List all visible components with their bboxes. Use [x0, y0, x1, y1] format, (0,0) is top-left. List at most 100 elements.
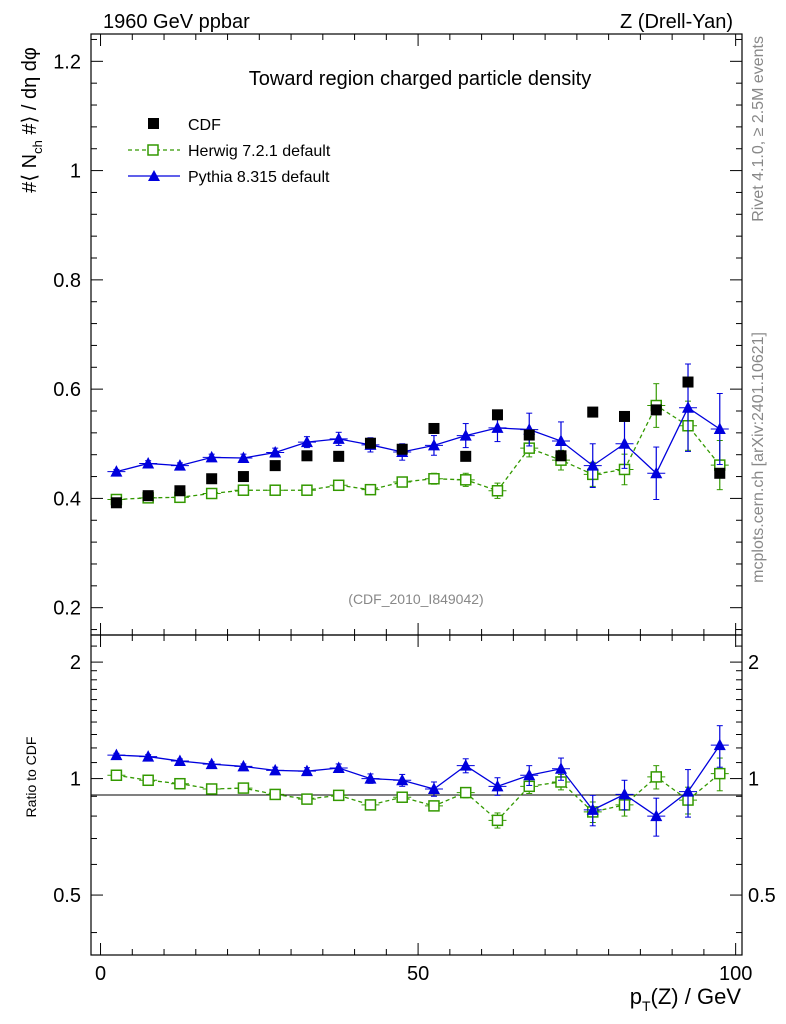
x-tick-label: 100 — [719, 963, 752, 985]
analysis-label: (CDF_2010_I849042) — [348, 591, 483, 607]
ratio-y-tick-label-right: 0.5 — [748, 885, 776, 907]
legend-label-pythia: Pythia 8.315 default — [188, 169, 330, 186]
cdf-main-point — [682, 376, 694, 388]
herwig-main-point — [205, 487, 218, 500]
pythia-ratio-point — [523, 768, 536, 781]
pythia-main-point — [554, 434, 567, 447]
herwig-ratio-point — [650, 771, 663, 783]
main-y-tick-label: 0.2 — [53, 598, 81, 620]
cdf-main-point — [364, 437, 376, 449]
legend-marker-cdf — [148, 118, 159, 129]
pythia-main-point — [427, 438, 440, 451]
herwig-main-point — [364, 483, 377, 496]
main-y-tick-label: 0.8 — [53, 270, 81, 292]
pythia-ratio-point — [459, 759, 472, 771]
pythia-ratio-point — [205, 757, 218, 770]
herwig-ratio-point — [459, 786, 472, 799]
pythia-ratio-point — [332, 761, 345, 773]
process-label: Z (Drell-Yan) — [620, 11, 733, 33]
pythia-main-point — [650, 466, 663, 479]
pythia-main-point — [142, 456, 155, 469]
cdf-main-point — [110, 497, 122, 509]
herwig-main-point — [428, 472, 440, 485]
herwig-ratio-point — [269, 788, 281, 801]
cdf-main-point — [142, 490, 154, 502]
herwig-main-point — [237, 484, 250, 496]
chart-title: Toward region charged particle density — [249, 68, 591, 90]
x-tick-label: 50 — [407, 963, 429, 985]
pythia-main-point — [237, 451, 250, 463]
ratio-y-tick-label: 1 — [70, 769, 81, 791]
cdf-main-point — [587, 406, 599, 418]
svg-text:#⟨ Nch #⟩ / dη dφ: #⟨ Nch #⟩ / dη dφ — [19, 47, 45, 193]
ratio-y-tick-label: 0.5 — [53, 885, 81, 907]
pythia-main-point — [713, 422, 726, 435]
pythia-ratio-point — [110, 748, 123, 761]
legend-marker-herwig — [147, 144, 159, 156]
mcplots-reference-note: mcplots.cern.ch [arXiv:2401.10621] — [750, 332, 767, 583]
legend-marker-pythia — [148, 170, 160, 181]
pythia-main-point — [618, 437, 631, 449]
pythia-ratio-point — [142, 750, 155, 762]
herwig-ratio-point — [110, 769, 123, 782]
herwig-main-point — [491, 485, 504, 497]
ratio-y-tick-label-right: 2 — [748, 652, 759, 674]
pythia-ratio-point — [491, 779, 504, 792]
pythia-main-point — [205, 450, 218, 463]
cdf-main-point — [491, 409, 503, 421]
pythia-ratio-point — [173, 754, 186, 767]
energy-label: 1960 GeV ppbar — [103, 11, 250, 33]
cdf-main-point — [269, 460, 281, 472]
herwig-main-point — [301, 484, 313, 496]
herwig-ratio-point — [237, 782, 250, 794]
herwig-ratio-point — [396, 791, 408, 803]
herwig-ratio-point — [174, 777, 186, 790]
pythia-ratio-point — [237, 759, 250, 772]
main-y-tick-label: 0.4 — [53, 488, 81, 510]
main-y-tick-label: 1.2 — [53, 51, 81, 73]
pythia-ratio-point — [269, 763, 282, 776]
herwig-main-point — [396, 476, 408, 488]
ratio-y-tick-label: 2 — [70, 652, 81, 674]
pythia-main-point — [459, 429, 472, 441]
ratio-y-axis-label: Ratio to CDF — [23, 737, 39, 818]
pythia-main-point — [491, 421, 504, 433]
herwig-ratio-point — [301, 793, 313, 805]
herwig-ratio-point — [714, 767, 726, 780]
main-y-tick-label: 1 — [70, 161, 81, 183]
pythia-ratio-point — [427, 782, 440, 794]
pythia-ratio-point — [396, 773, 409, 786]
cdf-main-point — [619, 410, 631, 422]
pythia-ratio-point — [300, 764, 313, 777]
pythia-main-point — [173, 459, 186, 471]
pythia-main-point — [300, 435, 313, 448]
herwig-main-point — [459, 474, 472, 486]
herwig-ratio-point — [332, 789, 345, 802]
rivet-version-note: Rivet 4.1.0, ≥ 2.5M events — [750, 36, 767, 222]
pythia-ratio-point — [650, 809, 663, 822]
cdf-main-point — [428, 422, 440, 434]
ratio-y-tick-label-right: 1 — [748, 769, 759, 791]
herwig-ratio-point — [142, 774, 154, 787]
pythia-ratio-point — [554, 762, 567, 774]
legend-label-cdf: CDF — [188, 117, 221, 134]
main-y-axis-label: #⟨ Nch #⟩ / dη dφ — [19, 47, 45, 193]
cdf-main-point — [460, 450, 472, 462]
herwig-ratio-point — [428, 800, 440, 812]
x-axis-label: pT(Z) / GeV — [630, 984, 742, 1014]
pythia-main-point — [269, 446, 282, 458]
herwig-main-point — [269, 484, 281, 496]
cdf-main-point — [333, 450, 345, 462]
herwig-ratio-point — [205, 783, 218, 795]
pythia-ratio-point — [586, 803, 599, 815]
pythia-ratio-point — [618, 787, 631, 800]
pythia-ratio-point — [682, 785, 695, 797]
cdf-main-point — [206, 473, 218, 485]
pythia-ratio-point — [364, 772, 377, 784]
main-y-tick-label: 0.6 — [53, 379, 81, 401]
herwig-ratio-point — [364, 799, 377, 811]
cdf-main-point — [396, 443, 408, 455]
pythia-ratio-point — [713, 738, 726, 751]
herwig-main-point — [332, 479, 345, 492]
